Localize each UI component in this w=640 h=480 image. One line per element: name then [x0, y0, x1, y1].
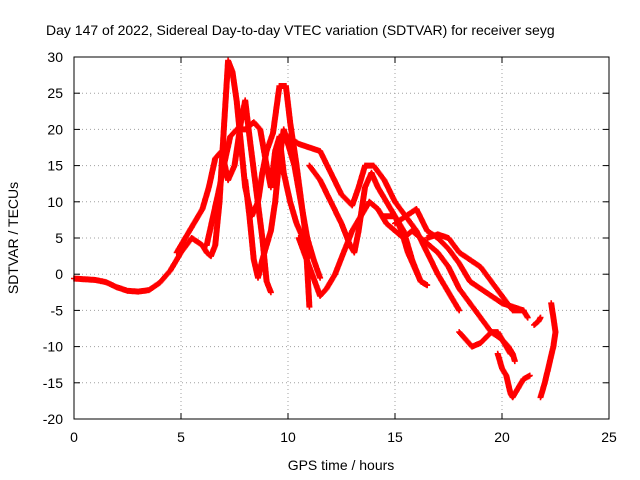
series-points — [203, 119, 313, 260]
series-points — [381, 213, 431, 289]
y-tick-label: 30 — [47, 49, 63, 65]
x-tick-label: 0 — [70, 429, 78, 445]
grid — [74, 57, 609, 419]
y-tick-label: 15 — [47, 158, 63, 174]
y-tick-label: -10 — [43, 339, 63, 355]
x-tick-label: 5 — [177, 429, 185, 445]
y-axis-label: SDTVAR / TECUs — [5, 182, 21, 294]
series-track-d — [242, 126, 324, 281]
series-track-h — [381, 213, 431, 289]
series-points — [494, 350, 533, 401]
y-tick-label: 10 — [47, 194, 63, 210]
series-track-e — [285, 133, 463, 314]
x-tick-label: 10 — [280, 429, 296, 445]
chart-title: Day 147 of 2022, Sidereal Day-to-day VTE… — [46, 22, 555, 38]
axis-ticks: 0 5 10 15 20 25 -20 -15 -10 -5 0 5 10 15 20 25 30 — [43, 49, 617, 445]
x-axis-label: GPS time / hours — [288, 457, 395, 473]
series-track-m — [531, 314, 544, 328]
y-tick-label: -20 — [43, 411, 63, 427]
series-track-j — [424, 231, 531, 321]
series-points — [285, 133, 463, 314]
series-points — [537, 300, 559, 401]
series-track-l — [494, 350, 533, 401]
y-tick-label: 0 — [55, 266, 63, 282]
y-tick-label: 5 — [55, 230, 63, 246]
series-points — [424, 231, 531, 321]
x-tick-label: 15 — [387, 429, 403, 445]
series-points — [456, 329, 514, 357]
series-track-k — [456, 329, 514, 357]
y-tick-label: 20 — [47, 121, 63, 137]
series-track-n — [537, 300, 559, 401]
x-tick-label: 20 — [494, 429, 510, 445]
x-tick-label: 25 — [601, 429, 617, 445]
series-track-c — [203, 119, 313, 260]
series-points — [242, 126, 324, 281]
y-tick-label: 25 — [47, 85, 63, 101]
series-points — [531, 314, 544, 328]
y-tick-label: -15 — [43, 375, 63, 391]
y-tick-label: -5 — [51, 302, 64, 318]
data-series — [71, 57, 559, 401]
